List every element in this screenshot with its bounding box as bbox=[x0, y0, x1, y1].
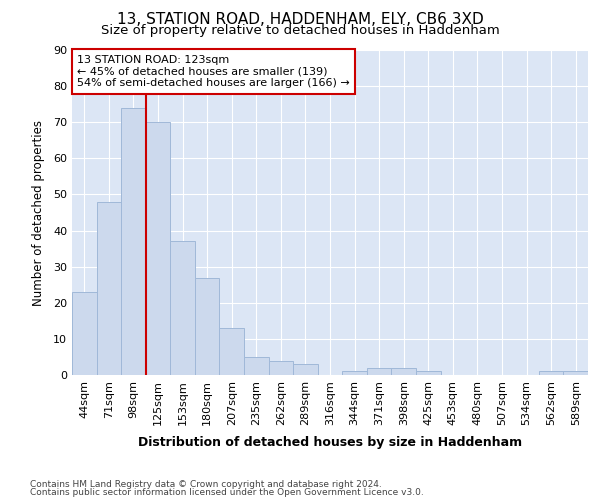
Bar bbox=[416, 372, 440, 375]
Bar bbox=[391, 368, 416, 375]
Bar bbox=[539, 372, 563, 375]
X-axis label: Distribution of detached houses by size in Haddenham: Distribution of detached houses by size … bbox=[138, 436, 522, 449]
Bar bbox=[195, 278, 220, 375]
Bar bbox=[72, 292, 97, 375]
Bar bbox=[367, 368, 391, 375]
Bar bbox=[293, 364, 318, 375]
Bar bbox=[220, 328, 244, 375]
Bar bbox=[170, 242, 195, 375]
Y-axis label: Number of detached properties: Number of detached properties bbox=[32, 120, 44, 306]
Text: Contains HM Land Registry data © Crown copyright and database right 2024.: Contains HM Land Registry data © Crown c… bbox=[30, 480, 382, 489]
Bar bbox=[342, 372, 367, 375]
Text: Contains public sector information licensed under the Open Government Licence v3: Contains public sector information licen… bbox=[30, 488, 424, 497]
Bar bbox=[269, 360, 293, 375]
Bar bbox=[97, 202, 121, 375]
Bar bbox=[146, 122, 170, 375]
Bar bbox=[563, 372, 588, 375]
Text: Size of property relative to detached houses in Haddenham: Size of property relative to detached ho… bbox=[101, 24, 499, 37]
Bar bbox=[244, 357, 269, 375]
Text: 13 STATION ROAD: 123sqm
← 45% of detached houses are smaller (139)
54% of semi-d: 13 STATION ROAD: 123sqm ← 45% of detache… bbox=[77, 55, 350, 88]
Text: 13, STATION ROAD, HADDENHAM, ELY, CB6 3XD: 13, STATION ROAD, HADDENHAM, ELY, CB6 3X… bbox=[116, 12, 484, 26]
Bar bbox=[121, 108, 146, 375]
